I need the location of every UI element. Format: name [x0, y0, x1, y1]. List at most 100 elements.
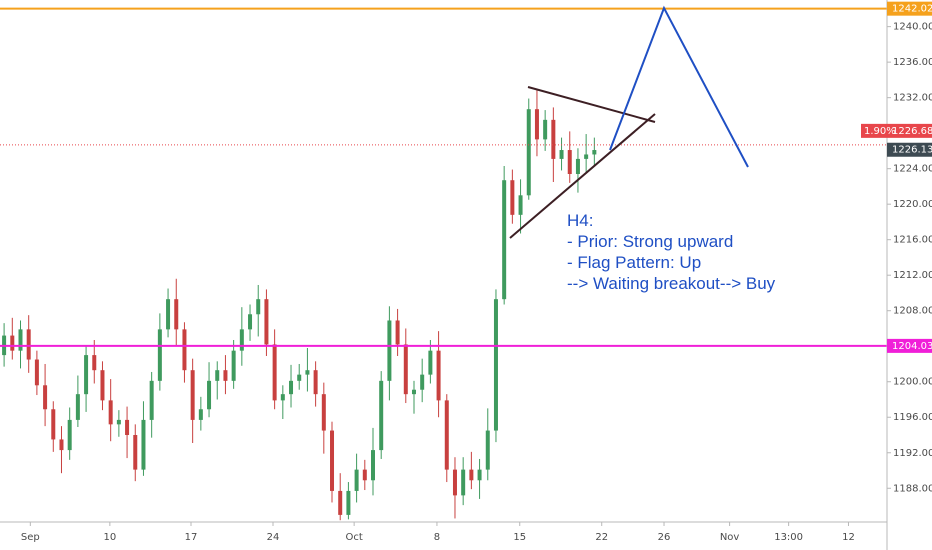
candle-body [420, 374, 425, 390]
drawings [509, 5, 749, 239]
candle-body [198, 409, 203, 420]
candle-body [116, 419, 121, 425]
level-label: 1226.682 [892, 126, 932, 137]
y-tick-label: 1192.000 [893, 448, 932, 459]
level-label: 1242.024 [892, 4, 932, 15]
candle-body [305, 370, 310, 375]
last-price-box [887, 142, 932, 157]
triangle-upper [527, 86, 656, 123]
candle-body [330, 430, 335, 491]
y-tick-label: 1196.000 [893, 412, 932, 423]
candle-body [469, 469, 474, 481]
candle-body [149, 380, 154, 420]
y-tick-label: 1216.000 [893, 235, 932, 246]
plot [0, 7, 887, 521]
annotation: H4: - Prior: Strong upward - Flag Patter… [567, 211, 776, 293]
candle-body [567, 150, 572, 174]
x-tick-label: 10 [103, 532, 116, 543]
candle-body [452, 469, 457, 496]
candle-body [223, 370, 228, 381]
x-tick-label: 15 [513, 532, 526, 543]
candle-body [157, 329, 162, 381]
candle-body [534, 109, 539, 140]
candle-body [387, 320, 392, 381]
candle-body [362, 469, 367, 481]
x-tick-label: 22 [595, 532, 608, 543]
x-tick-label: 13:00 [774, 532, 803, 543]
y-tick-label: 1188.000 [893, 483, 932, 494]
candle-body [477, 469, 482, 481]
x-tick-label: Sep [21, 532, 40, 543]
x-tick-label: Nov [720, 532, 740, 543]
candle-body [584, 154, 589, 159]
candle-body [575, 158, 580, 174]
candle-body [518, 195, 523, 215]
candle-body [510, 180, 515, 215]
x-tick-label: Oct [345, 532, 362, 543]
candle-body [26, 329, 31, 360]
y-tick-label: 1240.000 [893, 22, 932, 33]
candle-body [84, 355, 89, 395]
candle-body [444, 400, 449, 470]
x-tick-label: 26 [658, 532, 671, 543]
candle-body [256, 299, 261, 315]
candle-body [551, 119, 556, 159]
candle-body [280, 394, 285, 401]
candle-body [174, 299, 179, 330]
candle-body [67, 419, 72, 451]
candle-body [182, 329, 187, 371]
candle-body [215, 370, 220, 381]
candle-body [403, 344, 408, 395]
annotation-line: H4: [567, 211, 593, 230]
candle-body [559, 150, 564, 159]
candle-body [321, 394, 326, 431]
candle-body [207, 380, 212, 410]
candle-body [100, 370, 105, 401]
candle-body [354, 469, 359, 491]
triangle-lower [509, 113, 656, 239]
level-label-box [887, 338, 932, 353]
candle-body [108, 400, 113, 425]
y-tick-label: 1212.000 [893, 270, 932, 281]
candle-body [272, 344, 277, 401]
candle-body [526, 109, 531, 196]
level-label-box [887, 1, 932, 16]
candle-body [592, 150, 597, 155]
y-tick-label: 1220.000 [893, 199, 932, 210]
change-label: 1.90% [864, 126, 896, 137]
y-tick-label: 1200.000 [893, 377, 932, 388]
candle-body [379, 380, 384, 451]
candle-body [346, 490, 351, 515]
last-price-label: 1226.132 [892, 145, 932, 156]
candle-body [231, 350, 236, 381]
candle-body [10, 335, 15, 351]
candle-body [370, 450, 375, 481]
candle-body [502, 180, 507, 300]
change-box [861, 123, 887, 138]
candle-body [92, 355, 97, 371]
y-tick-label: 1224.000 [893, 164, 932, 175]
candle-body [493, 299, 498, 431]
x-tick-label: 8 [434, 532, 440, 543]
x-tick-label: 17 [185, 532, 198, 543]
candle-body [485, 430, 490, 470]
level-label-box [887, 123, 932, 138]
y-tick-label: 1208.000 [893, 306, 932, 317]
candle-body [166, 299, 171, 330]
annotation-line: - Flag Pattern: Up [567, 253, 701, 272]
projection [609, 5, 749, 168]
candle-body [313, 370, 318, 395]
candle-body [125, 419, 130, 435]
candle-body [59, 439, 64, 451]
level-label: 1204.039 [892, 341, 932, 352]
candle-body [248, 314, 253, 330]
candle-body [289, 380, 294, 395]
y-tick-label: 1232.000 [893, 93, 932, 104]
candle-body [43, 385, 48, 410]
candle-body [428, 350, 433, 375]
y-tick-label: 1236.000 [893, 57, 932, 68]
candle-body [411, 389, 416, 395]
